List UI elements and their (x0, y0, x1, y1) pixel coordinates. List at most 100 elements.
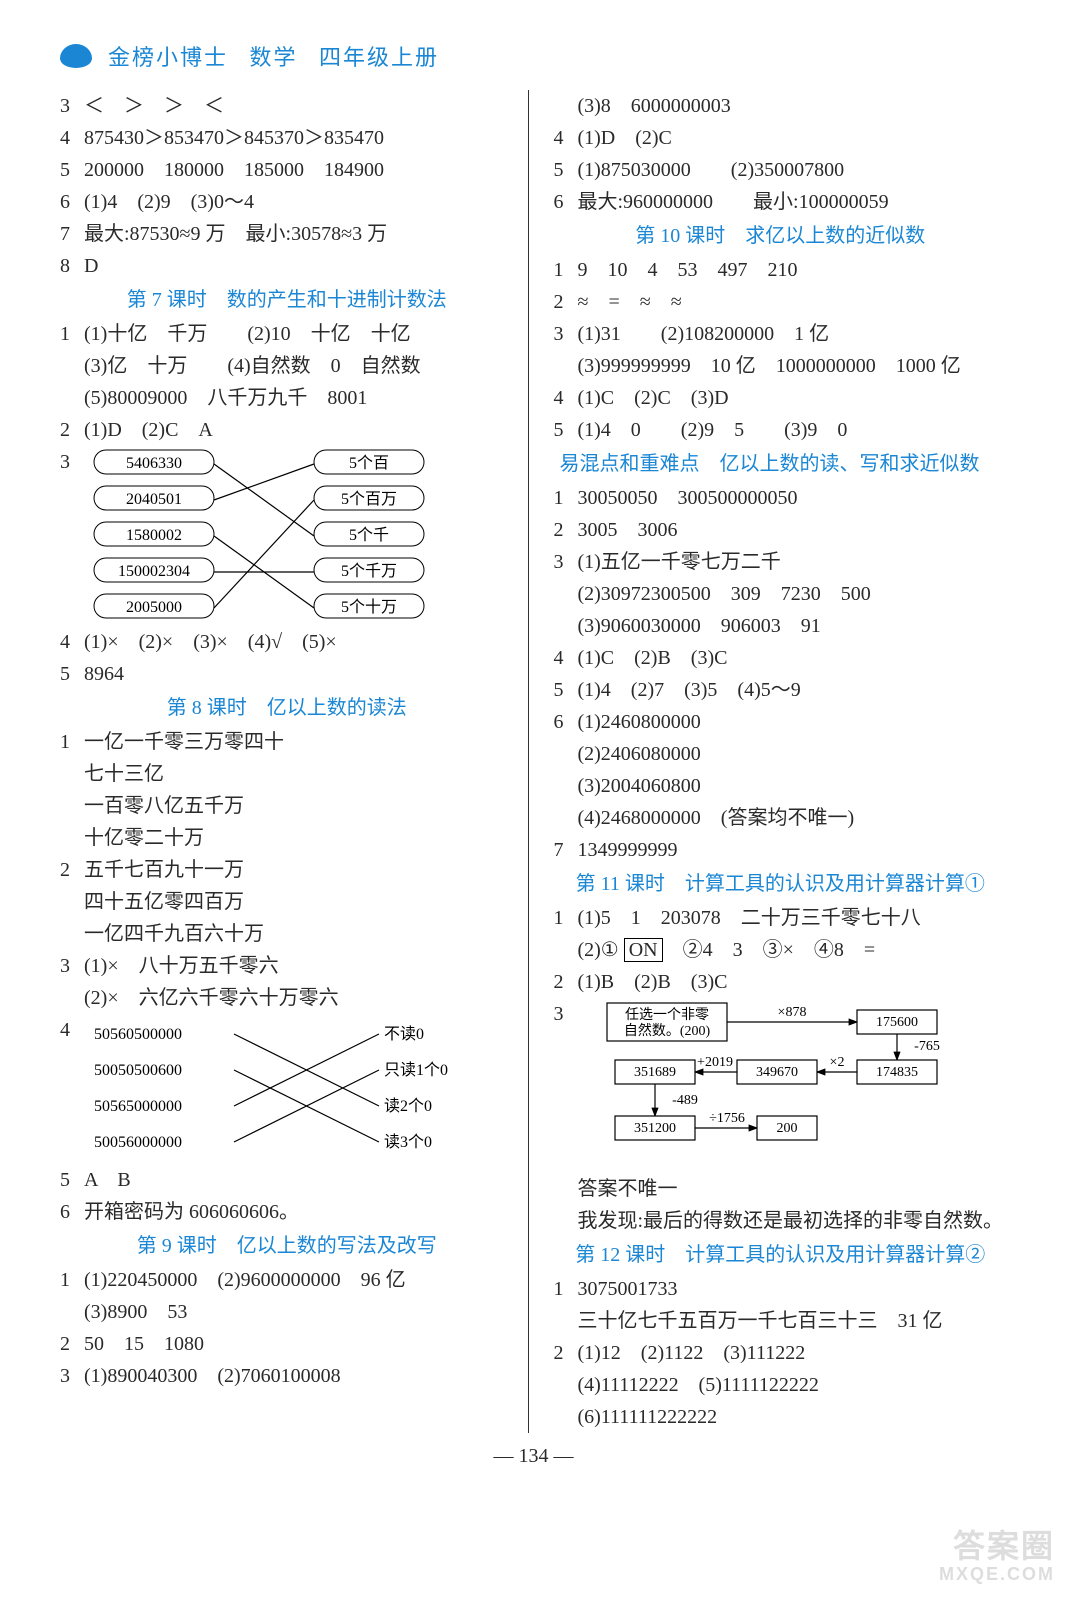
book-title: 金榜小博士 (108, 45, 228, 70)
qnum: 1 (60, 1264, 84, 1296)
calculator-flowchart: 任选一个非零自然数。(200)×878175600-765174835×2349… (577, 998, 997, 1173)
right-column: (3)8 6000000003 4(1)D (2)C 5(1)875030000… (531, 90, 1007, 1433)
text: (2)① (577, 939, 623, 961)
svg-text:只读1个0: 只读1个0 (384, 1061, 448, 1079)
svg-text:-489: -489 (673, 1093, 699, 1108)
answer: 一百零八亿五千万 (60, 790, 514, 822)
qnum: 1 (553, 482, 577, 514)
svg-text:5个千万: 5个千万 (341, 562, 397, 580)
qnum: 7 (60, 218, 84, 250)
answer: (3)8900 53 (60, 1296, 514, 1328)
svg-text:2040501: 2040501 (126, 491, 182, 508)
section-title: 第 12 课时 计算工具的认识及用计算器计算② (553, 1239, 1007, 1271)
qnum: 5 (553, 414, 577, 446)
qnum: 4 (60, 1014, 84, 1164)
svg-text:5个百万: 5个百万 (341, 490, 397, 508)
qnum: 4 (60, 626, 84, 658)
answer: (3)2004060800 (553, 770, 1007, 802)
svg-text:任选一个非零: 任选一个非零 (625, 1007, 709, 1023)
svg-text:349670: 349670 (756, 1065, 798, 1080)
answer: 答案不唯一 (553, 1173, 1007, 1205)
svg-text:×878: ×878 (778, 1005, 807, 1020)
answer: (1)4 (2)9 (3)0～4 (84, 186, 514, 218)
answer: 30050050 300500000050 (577, 482, 1007, 514)
section-title: 第 11 课时 计算工具的认识及用计算器计算① (553, 868, 1007, 900)
qnum: 4 (553, 122, 577, 154)
qnum: 6 (553, 186, 577, 218)
qnum: 3 (60, 950, 84, 982)
qnum: 4 (553, 382, 577, 414)
header-text: 金榜小博士 数学 四年级上册 (108, 40, 439, 72)
qnum: 5 (60, 1164, 84, 1196)
answer: (1)× (2)× (3)× (4)√ (5)× (84, 626, 514, 658)
answer: 我发现:最后的得数还是最初选择的非零自然数。 (553, 1205, 1007, 1237)
svg-text:50565000000: 50565000000 (94, 1098, 182, 1115)
answer: (1)4 (2)7 (3)5 (4)5～9 (577, 674, 1007, 706)
answer: (1)5 1 203078 二十万三千零七十八 (577, 902, 1007, 934)
qnum: 2 (553, 514, 577, 546)
answer: (1)五亿一千零七万二千 (577, 546, 1007, 578)
svg-text:不读0: 不读0 (384, 1025, 424, 1043)
answer: 三十亿七千五百万一千七百三十三 31 亿 (553, 1305, 1007, 1337)
answer: A B (84, 1164, 514, 1196)
svg-text:读3个0: 读3个0 (384, 1133, 432, 1151)
answer: (1)C (2)C (3)D (577, 382, 1007, 414)
qnum: 1 (553, 1273, 577, 1305)
qnum: 2 (60, 1328, 84, 1360)
svg-text:200: 200 (777, 1121, 798, 1136)
left-column: 3＜ ＞ ＞ ＜ 4875430＞853470＞845370＞835470 52… (60, 90, 526, 1433)
answer: 875430＞853470＞845370＞835470 (84, 122, 514, 154)
answer: 9 10 4 53 497 210 (577, 254, 1007, 286)
qnum: 3 (553, 318, 577, 350)
answer: (4)2468000000 (答案均不唯一) (553, 802, 1007, 834)
answer: 一亿一千零三万零四十 (84, 726, 514, 758)
section-title: 第 7 课时 数的产生和十进制计数法 (60, 284, 514, 316)
qnum: 4 (553, 642, 577, 674)
svg-text:174835: 174835 (876, 1065, 918, 1080)
answer: 8964 (84, 658, 514, 690)
svg-text:5个千: 5个千 (349, 526, 389, 544)
answer: (1)875030000 (2)350007800 (577, 154, 1007, 186)
svg-text:+2019: +2019 (698, 1055, 734, 1070)
qnum: 1 (553, 254, 577, 286)
svg-text:50050500600: 50050500600 (94, 1062, 182, 1079)
answer: (1)C (2)B (3)C (577, 642, 1007, 674)
svg-text:读2个0: 读2个0 (384, 1097, 432, 1115)
svg-text:5个十万: 5个十万 (341, 598, 397, 616)
answer: 最大:960000000 最小:100000059 (577, 186, 1007, 218)
answer: 一亿四千九百六十万 (60, 918, 514, 950)
qnum: 6 (60, 186, 84, 218)
page-number: — 134 — (60, 1445, 1007, 1468)
qnum: 2 (553, 286, 577, 318)
svg-text:5406330: 5406330 (126, 455, 182, 472)
qnum: 5 (553, 674, 577, 706)
answer: (6)111111222222 (553, 1401, 1007, 1433)
svg-text:150002304: 150002304 (118, 563, 190, 580)
svg-text:÷1756: ÷1756 (710, 1111, 746, 1126)
answer: 最大:87530≈9 万 最小:30578≈3 万 (84, 218, 514, 250)
answer: 七十三亿 (60, 758, 514, 790)
answer: (1)890040300 (2)7060100008 (84, 1360, 514, 1392)
qnum: 2 (60, 854, 84, 886)
qnum: 1 (60, 318, 84, 350)
svg-text:自然数。(200): 自然数。(200) (624, 1022, 711, 1039)
answer: D (84, 250, 514, 282)
answer: (1)220450000 (2)9600000000 96 亿 (84, 1264, 514, 1296)
qnum: 8 (60, 250, 84, 282)
on-button-box: ON (624, 938, 663, 962)
qnum: 1 (553, 902, 577, 934)
section-title: 第 9 课时 亿以上数的写法及改写 (60, 1230, 514, 1262)
answer: (1)× 八十万五千零六 (84, 950, 514, 982)
svg-text:1580002: 1580002 (126, 527, 182, 544)
answer: (1)D (2)C A (84, 414, 514, 446)
answer: (1)4 0 (2)9 5 (3)9 0 (577, 414, 1007, 446)
section-title: 第 10 课时 求亿以上数的近似数 (553, 220, 1007, 252)
answer: (1)2460800000 (577, 706, 1007, 738)
answer: (2)① ON ②4 3 ③× ④8 = (553, 934, 1007, 966)
subject: 数学 (250, 45, 298, 70)
qnum: 6 (60, 1196, 84, 1228)
qnum: 6 (553, 706, 577, 738)
qnum: 3 (60, 1360, 84, 1392)
answer: 3075001733 (577, 1273, 1007, 1305)
column-divider (528, 90, 530, 1433)
